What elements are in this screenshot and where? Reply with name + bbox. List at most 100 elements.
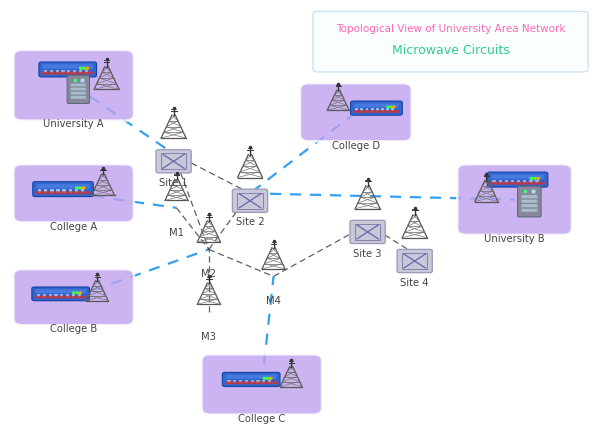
Circle shape [79,187,82,189]
FancyBboxPatch shape [365,109,368,112]
Circle shape [79,292,82,294]
FancyBboxPatch shape [72,294,75,297]
FancyBboxPatch shape [49,294,52,297]
FancyBboxPatch shape [77,294,81,297]
Circle shape [533,178,536,179]
FancyBboxPatch shape [256,379,260,383]
FancyBboxPatch shape [499,180,502,183]
FancyBboxPatch shape [521,199,538,203]
Circle shape [530,178,533,179]
Text: Site 1: Site 1 [159,178,188,188]
Text: M1: M1 [169,228,184,238]
FancyBboxPatch shape [353,110,400,113]
Text: College C: College C [238,414,286,424]
Text: University A: University A [43,119,104,129]
Text: College D: College D [332,140,380,151]
Circle shape [387,106,389,108]
Text: M4: M4 [266,296,281,307]
Circle shape [82,187,85,189]
FancyBboxPatch shape [505,180,508,183]
FancyBboxPatch shape [397,249,432,273]
FancyBboxPatch shape [457,164,572,235]
FancyBboxPatch shape [227,379,230,383]
FancyBboxPatch shape [50,190,53,192]
Text: Microwave Circuits: Microwave Circuits [392,44,509,57]
FancyBboxPatch shape [268,379,271,383]
FancyBboxPatch shape [517,180,520,183]
FancyBboxPatch shape [381,109,384,112]
FancyBboxPatch shape [71,83,86,86]
FancyBboxPatch shape [523,180,526,183]
FancyBboxPatch shape [13,164,134,222]
FancyBboxPatch shape [350,101,403,115]
FancyBboxPatch shape [38,190,41,192]
FancyBboxPatch shape [32,287,89,301]
FancyBboxPatch shape [521,209,538,212]
FancyBboxPatch shape [391,109,394,112]
FancyBboxPatch shape [67,70,70,73]
Text: College A: College A [50,222,97,232]
FancyBboxPatch shape [376,109,379,112]
FancyBboxPatch shape [223,372,280,387]
FancyBboxPatch shape [355,109,358,112]
FancyBboxPatch shape [202,354,322,415]
Circle shape [80,67,82,69]
FancyBboxPatch shape [226,382,277,384]
FancyBboxPatch shape [511,180,514,183]
FancyBboxPatch shape [493,180,496,183]
FancyBboxPatch shape [44,70,47,73]
Circle shape [76,187,79,189]
FancyBboxPatch shape [71,92,86,95]
FancyBboxPatch shape [75,190,78,192]
FancyBboxPatch shape [300,83,412,141]
Text: University B: University B [484,234,545,244]
FancyBboxPatch shape [50,70,53,73]
FancyBboxPatch shape [521,195,538,198]
Circle shape [537,178,539,179]
FancyBboxPatch shape [535,180,539,183]
FancyBboxPatch shape [39,62,97,77]
FancyBboxPatch shape [43,294,46,297]
FancyBboxPatch shape [36,184,90,188]
FancyBboxPatch shape [529,180,533,183]
FancyBboxPatch shape [13,50,134,120]
FancyBboxPatch shape [13,269,134,325]
Circle shape [263,377,266,379]
FancyBboxPatch shape [60,294,64,297]
FancyBboxPatch shape [371,109,374,112]
FancyBboxPatch shape [81,190,84,192]
Circle shape [390,106,392,108]
FancyBboxPatch shape [37,294,40,297]
FancyBboxPatch shape [44,190,47,192]
FancyBboxPatch shape [33,181,94,197]
Text: M2: M2 [202,269,217,279]
Circle shape [269,377,272,379]
FancyBboxPatch shape [71,95,86,99]
FancyBboxPatch shape [232,189,268,212]
FancyBboxPatch shape [66,294,69,297]
Circle shape [73,292,75,294]
FancyBboxPatch shape [43,64,93,69]
Text: College B: College B [50,324,97,334]
Text: Site 2: Site 2 [236,218,265,227]
Circle shape [392,106,395,108]
Circle shape [266,377,269,379]
FancyBboxPatch shape [71,87,86,91]
Text: Site 4: Site 4 [400,278,429,287]
FancyBboxPatch shape [354,103,399,107]
Text: Topological View of University Area Network: Topological View of University Area Netw… [336,24,565,34]
FancyBboxPatch shape [226,375,277,379]
FancyBboxPatch shape [61,70,65,73]
FancyBboxPatch shape [245,379,248,383]
FancyBboxPatch shape [68,190,72,192]
FancyBboxPatch shape [262,379,265,383]
FancyBboxPatch shape [79,70,82,73]
FancyBboxPatch shape [239,379,242,383]
FancyBboxPatch shape [233,379,236,383]
FancyBboxPatch shape [251,379,254,383]
FancyBboxPatch shape [156,150,191,173]
FancyBboxPatch shape [490,182,545,185]
FancyBboxPatch shape [361,109,363,112]
FancyBboxPatch shape [73,70,76,73]
FancyBboxPatch shape [35,191,91,194]
